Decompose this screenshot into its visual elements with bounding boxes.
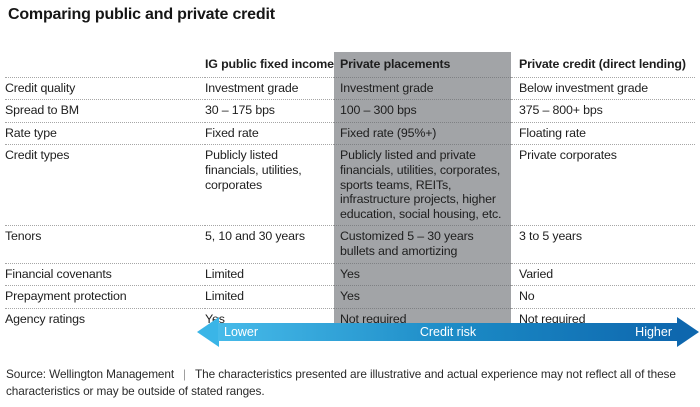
row-label: Tenors <box>5 225 205 262</box>
arrow-label-higher: Higher <box>635 325 672 339</box>
cell-direct: 3 to 5 years <box>511 225 695 262</box>
row-label: Rate type <box>5 121 205 145</box>
column-header-direct: Private credit (direct lending) <box>519 57 686 71</box>
cell-direct: No <box>511 285 695 308</box>
cell-public: 5, 10 and 30 years <box>205 225 334 262</box>
row-label: Prepayment protection <box>5 285 205 308</box>
arrow-label-credit-risk: Credit risk <box>419 325 477 339</box>
cell-placements: Publicly listed and private financials, … <box>334 144 511 226</box>
arrow-left-head-icon <box>197 317 219 347</box>
cell-placements: Yes <box>334 262 511 286</box>
cell-direct: Floating rate <box>511 121 695 145</box>
comparison-table: IG public fixed income Private placement… <box>5 52 695 331</box>
row-label: Spread to BM <box>5 99 205 122</box>
cell-direct: Below investment grade <box>511 76 695 100</box>
row-label: Financial covenants <box>5 262 205 286</box>
row-label: Agency ratings <box>5 307 205 331</box>
cell-public: Limited <box>205 262 334 286</box>
column-header-public: IG public fixed income <box>205 57 334 71</box>
arrow-body: Lower Credit risk Higher <box>218 323 678 341</box>
cell-public: 30 – 175 bps <box>205 99 334 122</box>
disclaimer-text: The characteristics presented are illust… <box>6 367 676 398</box>
row-label: Credit quality <box>5 76 205 100</box>
cell-direct: Not required <box>511 307 695 331</box>
cell-direct: 375 – 800+ bps <box>511 99 695 122</box>
cell-placements: 100 – 300 bps <box>334 99 511 122</box>
cell-public: Publicly listed financials, utilities, c… <box>205 144 334 225</box>
page-title: Comparing public and private credit <box>8 6 275 23</box>
cell-public: Limited <box>205 285 334 308</box>
source-separator: | <box>183 367 187 381</box>
cell-placements: Fixed rate (95%+) <box>334 121 511 145</box>
cell-direct: Varied <box>511 262 695 286</box>
cell-placements: Customized 5 – 30 years bullets and amor… <box>334 225 511 263</box>
column-header-placements: Private placements <box>334 52 511 77</box>
credit-risk-arrow: Lower Credit risk Higher <box>197 317 699 347</box>
cell-public: Investment grade <box>205 76 334 100</box>
cell-placements: Investment grade <box>334 76 511 100</box>
source-note: Source: Wellington Management | The charac… <box>6 366 694 399</box>
cell-public: Fixed rate <box>205 121 334 145</box>
source-text: Source: Wellington Management <box>6 367 175 381</box>
arrow-right-head-icon <box>677 317 699 347</box>
cell-direct: Private corporates <box>511 144 695 225</box>
row-label: Credit types <box>5 144 205 225</box>
cell-placements: Yes <box>334 285 511 308</box>
arrow-label-lower: Lower <box>224 325 259 339</box>
column-header-blank <box>5 52 205 77</box>
